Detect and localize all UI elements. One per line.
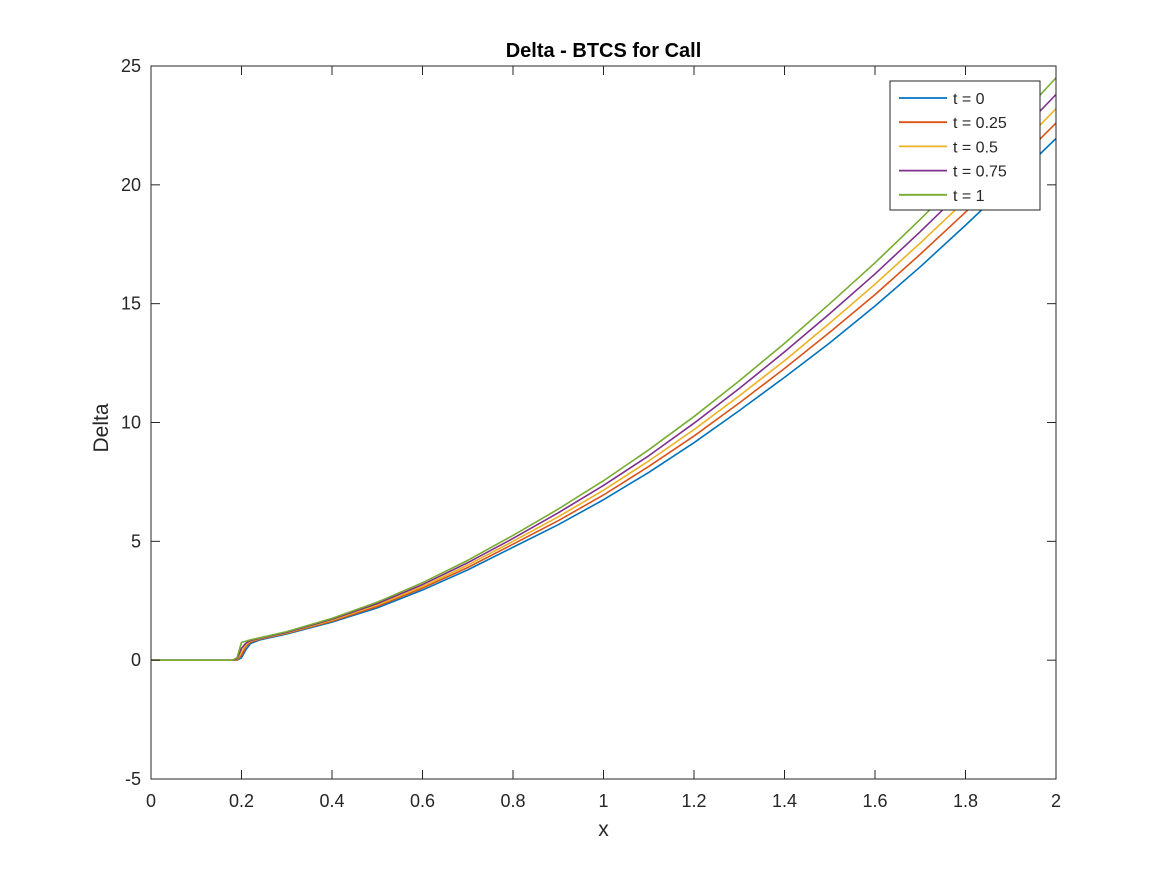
x-tick-label: 0.8 xyxy=(500,791,525,811)
x-axis-label: x xyxy=(598,818,609,841)
y-tick-label: 15 xyxy=(121,294,141,314)
series-line-4 xyxy=(151,77,1056,661)
series-line-3 xyxy=(151,93,1056,661)
x-tick-label: 1.4 xyxy=(772,791,797,811)
x-tick-label: 1.6 xyxy=(862,791,887,811)
legend-entry-4: t = 1 xyxy=(953,188,985,205)
series-layer xyxy=(151,77,1056,661)
series-line-1 xyxy=(151,122,1056,661)
y-axis-label: Delta xyxy=(90,403,113,452)
legend-entry-0: t = 0 xyxy=(953,91,985,108)
series-line-2 xyxy=(151,108,1056,661)
legend: t = 0 t = 0.25 t = 0.5 t = 0.75 t = 1 xyxy=(889,80,1041,211)
x-tick-label: 2 xyxy=(1051,791,1061,811)
x-tick-label: 0.4 xyxy=(319,791,344,811)
y-tick-label: 5 xyxy=(131,531,141,551)
series-line-0 xyxy=(151,137,1056,661)
x-tick-label: 0.2 xyxy=(229,791,254,811)
legend-entry-2: t = 0.5 xyxy=(953,139,998,156)
y-tick-label: 25 xyxy=(121,56,141,76)
y-tick-label: 0 xyxy=(131,650,141,670)
x-tick-label: 1 xyxy=(598,791,608,811)
x-tick-label: 0 xyxy=(146,791,156,811)
y-tick-label: 20 xyxy=(121,175,141,195)
legend-entry-1: t = 0.25 xyxy=(953,115,1007,132)
x-tick-label: 0.6 xyxy=(410,791,435,811)
x-tick-label: 1.8 xyxy=(953,791,978,811)
legend-entry-3: t = 0.75 xyxy=(953,164,1007,181)
chart-title: Delta - BTCS for Call xyxy=(506,40,702,62)
x-tick-label: 1.2 xyxy=(681,791,706,811)
y-tick-label: -5 xyxy=(125,769,141,789)
y-tick-label: 10 xyxy=(121,413,141,433)
